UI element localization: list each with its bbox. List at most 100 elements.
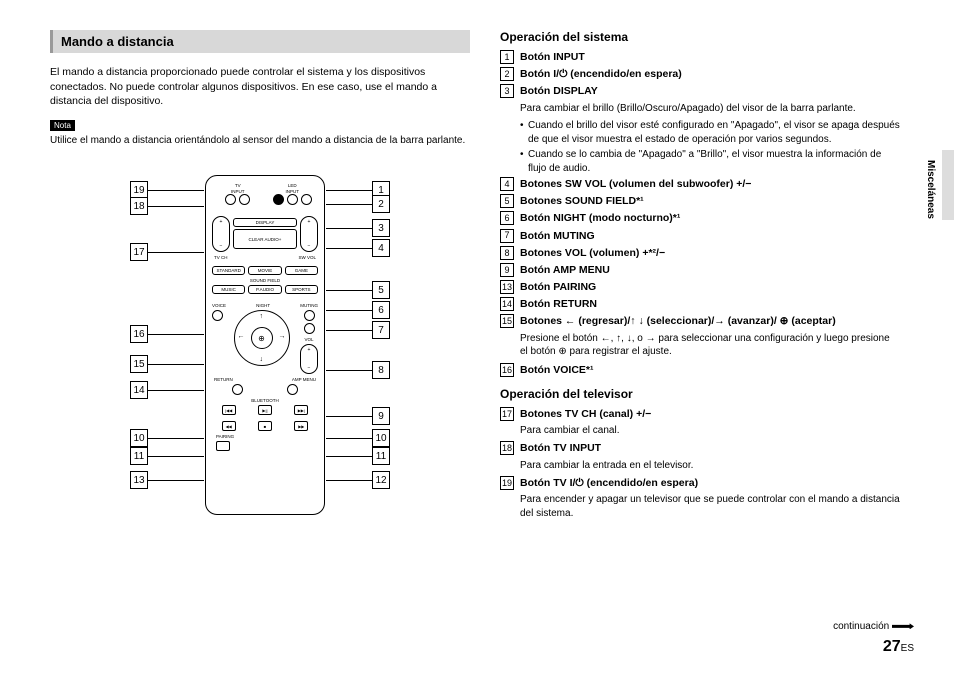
label-18: Botón TV INPUT [520, 441, 900, 455]
callout-line [326, 416, 372, 417]
callout-15: 15 [130, 355, 204, 373]
nota-label: Nota [50, 120, 75, 131]
num-13: 13 [500, 280, 514, 294]
label-4: Botones SW VOL (volumen del subwoofer) +… [520, 177, 900, 191]
num-6: 6 [500, 211, 514, 225]
callout-10: 10 [130, 429, 204, 447]
num-3: 3 [500, 84, 514, 98]
bt-stop-btn: ■ [258, 421, 272, 431]
label-6: Botón NIGHT (modo nocturno)*¹ [520, 211, 900, 225]
intro-text: El mando a distancia proporcionado puede… [50, 65, 470, 109]
label-14: Botón RETURN [520, 297, 900, 311]
callout-11: 11 [130, 447, 204, 465]
callout-line [326, 456, 372, 457]
callout-6-r: 6 [326, 301, 390, 319]
item-5: 5Botones SOUND FIELD*¹ [500, 194, 900, 208]
num-1: 1 [500, 50, 514, 64]
nota-text: Utilice el mando a distancia orientándol… [50, 134, 470, 147]
callout-9-r: 9 [326, 407, 390, 425]
callout-line [148, 190, 204, 191]
side-label: Misceláneas [925, 160, 936, 219]
num-5: 5 [500, 194, 514, 208]
sf-game: GAME [285, 266, 318, 275]
callout-17: 17 [130, 243, 204, 261]
sf-music: MUSIC [212, 285, 245, 294]
return-label: RETURN [214, 377, 233, 382]
callout-box-12-r: 12 [372, 471, 390, 489]
callout-10-r: 10 [326, 429, 390, 447]
callout-box-4-r: 4 [372, 239, 390, 257]
num-4: 4 [500, 177, 514, 191]
clear-audio-btn: CLEAR AUDIO+ [233, 229, 297, 249]
callout-line [148, 390, 204, 391]
amp-menu-btn [287, 384, 298, 395]
callout-box-13: 13 [130, 471, 148, 489]
label-17: Botones TV CH (canal) +/− [520, 407, 900, 421]
voice-btn [212, 310, 223, 321]
desc-18: Para cambiar la entrada en el televisor. [520, 459, 900, 473]
callout-14: 14 [130, 381, 204, 399]
callout-box-3-r: 3 [372, 219, 390, 237]
voice-label: VOICE [212, 303, 226, 308]
arrow-up-icon: ↑ [260, 313, 264, 320]
callout-3-r: 3 [326, 219, 390, 237]
section-header: Mando a distancia [50, 30, 470, 53]
callout-box-7-r: 7 [372, 321, 390, 339]
muting-label: MUTING [300, 303, 318, 308]
label-7: Botón MUTING [520, 229, 900, 243]
sf-movie: MOVIE [248, 266, 281, 275]
num-14: 14 [500, 297, 514, 311]
callout-box-15: 15 [130, 355, 148, 373]
vol-buttons: +− [300, 344, 318, 374]
tv-input-btn [239, 194, 250, 205]
tvch-buttons: +− [212, 216, 230, 252]
arrow-right-icon: → [279, 333, 286, 340]
tvch-label: TV CH [214, 255, 228, 260]
callout-box-6-r: 6 [372, 301, 390, 319]
bt-play-btn: ▶|| [258, 405, 272, 415]
bullet-3b: Cuando se lo cambia de "Apagado" a "Bril… [520, 148, 900, 175]
callout-line [326, 370, 372, 371]
callout-box-10-r: 10 [372, 429, 390, 447]
page-footer: 27ES [883, 638, 914, 656]
led-label: LED [267, 183, 319, 188]
callout-line [326, 480, 372, 481]
callout-line [326, 438, 372, 439]
item-16: 16 Botón VOICE*¹ [500, 363, 900, 377]
num-7: 7 [500, 229, 514, 243]
callout-box-10: 10 [130, 429, 148, 447]
item-2: 2Botón I/⏻ (encendido/en espera) [500, 67, 900, 81]
callout-box-11: 11 [130, 447, 148, 465]
swvol-buttons: +− [300, 216, 318, 252]
bt-rew-btn: ◀◀ [222, 421, 236, 431]
desc-19: Para encender y apagar un televisor que … [520, 493, 900, 520]
callout-box-5-r: 5 [372, 281, 390, 299]
label-1: Botón INPUT [520, 50, 900, 64]
arrow-down-icon: ↓ [260, 356, 264, 363]
remote-body: TV INPUT LED INPUT +− [205, 175, 325, 515]
item-8: 8Botones VOL (volumen) +*²/− [500, 246, 900, 260]
callout-box-16: 16 [130, 325, 148, 343]
item-9: 9Botón AMP MENU [500, 263, 900, 277]
label-15: Botones ← (regresar)/↑ ↓ (seleccionar)/→… [520, 314, 900, 328]
callout-8-r: 8 [326, 361, 390, 379]
item-4: 4 Botones SW VOL (volumen del subwoofer) … [500, 177, 900, 191]
page-number: 27 [883, 638, 901, 655]
callout-line [148, 438, 204, 439]
callout-7-r: 7 [326, 321, 390, 339]
num-19: 19 [500, 476, 514, 490]
night-btn [304, 310, 315, 321]
label-2: Botón I/⏻ (encendido/en espera) [520, 67, 900, 81]
item-17: 17 Botones TV CH (canal) +/− [500, 407, 900, 421]
subsection-televisor: Operación del televisor [500, 387, 900, 401]
sf-standard: STANDARD [212, 266, 245, 275]
subsection-sistema: Operación del sistema [500, 30, 900, 44]
callout-11-r: 11 [326, 447, 390, 465]
callout-box-14: 14 [130, 381, 148, 399]
callout-box-11-r: 11 [372, 447, 390, 465]
bt-next-btn: ▶▶| [294, 405, 308, 415]
callout-line [326, 310, 372, 311]
callout-12-r: 12 [326, 471, 390, 489]
vol-label: VOL [304, 337, 313, 342]
sf-paudio: P.AUDIO [248, 285, 281, 294]
